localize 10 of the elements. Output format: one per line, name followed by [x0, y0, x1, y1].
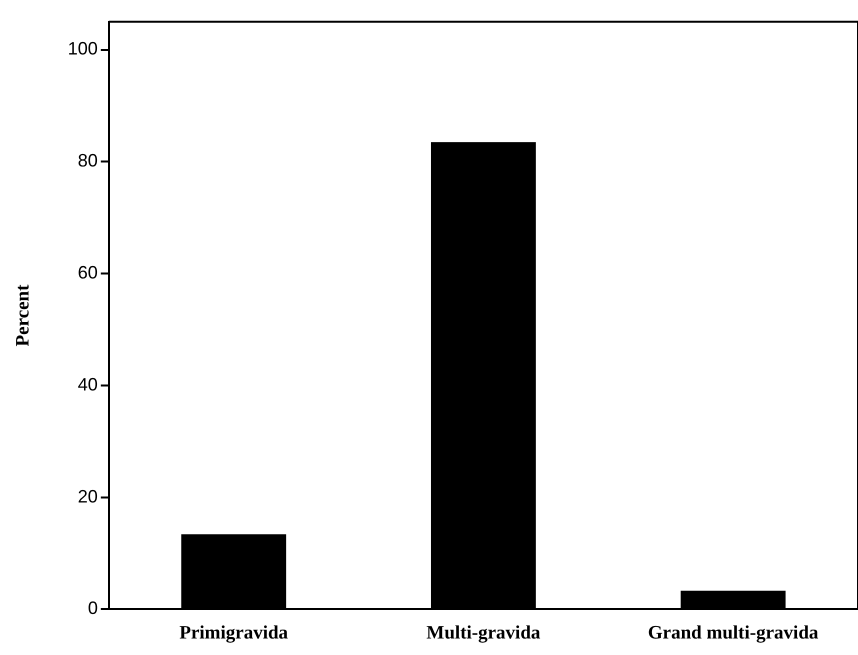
x-tick-label: Multi-gravida — [426, 622, 541, 644]
y-axis-title: Percent — [12, 284, 34, 346]
y-tick-label: 20 — [78, 486, 98, 506]
y-tick-label: 100 — [68, 38, 98, 59]
y-tick-label: 60 — [78, 262, 98, 283]
x-tick-label: Grand multi-gravida — [648, 622, 819, 644]
y-tick-label: 0 — [88, 598, 98, 618]
x-tick-label: Primigravida — [179, 622, 289, 644]
y-tick-label: 40 — [78, 374, 98, 394]
y-tick-label: 80 — [78, 150, 98, 171]
